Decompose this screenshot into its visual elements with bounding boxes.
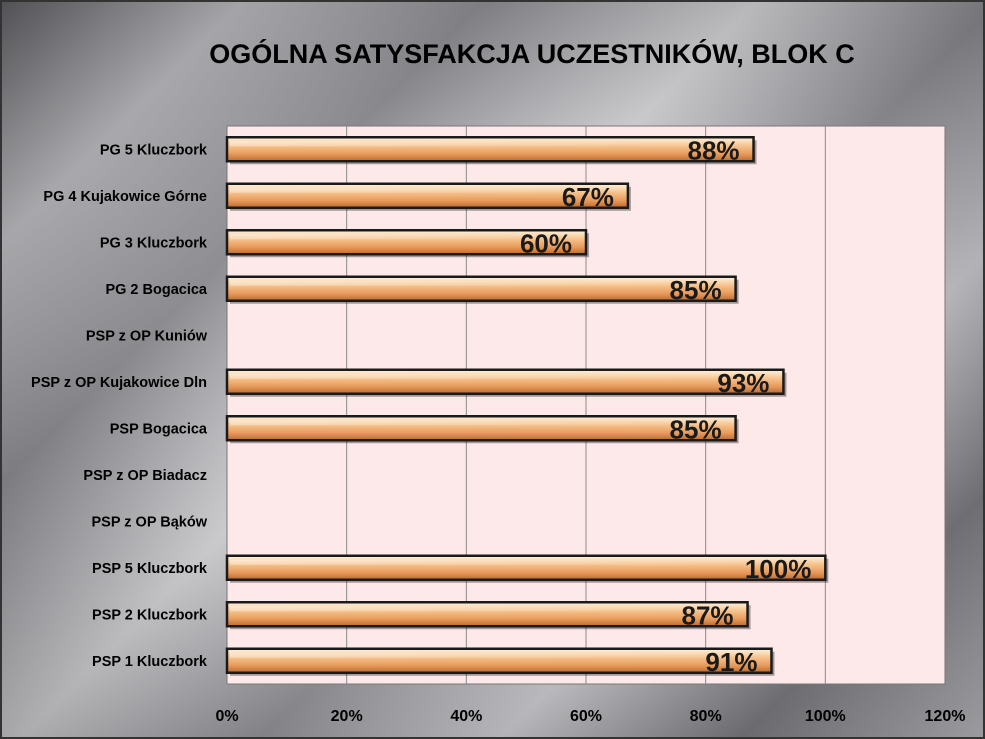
x-tick-label: 60%: [570, 708, 602, 725]
data-labels: 88% 67% 60% 85% 93% 85% 100% 87% 91%: [520, 135, 811, 677]
bars: [225, 136, 829, 676]
data-label: 60%: [520, 228, 572, 258]
category-label: PSP 1 Kluczbork: [92, 654, 208, 670]
category-label: PSP z OP Bąków: [91, 514, 207, 530]
data-label: 87%: [682, 600, 734, 630]
x-tick-label: 80%: [690, 708, 722, 725]
data-label: 85%: [670, 275, 722, 305]
bar-highlight: [230, 234, 583, 240]
bar: [225, 601, 749, 628]
data-label: 100%: [745, 554, 812, 584]
x-tick-label: 120%: [925, 708, 966, 725]
bar: [225, 415, 737, 442]
category-label: PG 5 Kluczbork: [100, 142, 208, 158]
data-label: 85%: [670, 414, 722, 444]
category-label: PSP Bogacica: [110, 421, 208, 437]
x-tick-label: 20%: [331, 708, 363, 725]
bar-highlight: [230, 141, 751, 147]
category-label: PG 2 Bogacica: [105, 282, 207, 298]
category-label: PSP z OP Biadacz: [83, 468, 207, 484]
bar-highlight: [230, 280, 733, 286]
x-tick-label: 100%: [805, 708, 846, 725]
data-label: 91%: [705, 647, 757, 677]
bar: [225, 275, 737, 302]
category-label: PSP z OP Kujakowice Dln: [31, 375, 207, 391]
bar: [225, 368, 785, 395]
bar-highlight: [230, 420, 733, 426]
data-label: 67%: [562, 182, 614, 212]
x-tick-label: 40%: [450, 708, 482, 725]
chart-title: OGÓLNA SATYSFAKCJA UCZESTNIKÓW, BLOK C: [209, 38, 855, 69]
grid-lines: [346, 126, 826, 684]
category-label: PG 3 Kluczbork: [100, 235, 208, 251]
bar-highlight: [230, 373, 781, 379]
category-labels: PG 5 Kluczbork PG 4 Kujakowice Górne PG 3 …: [31, 142, 208, 670]
x-tick-label: 0%: [215, 708, 238, 725]
data-label: 93%: [717, 368, 769, 398]
bar-highlight: [230, 187, 625, 193]
bar-highlight: [230, 652, 769, 658]
bar: [225, 136, 755, 163]
bar: [225, 554, 827, 581]
bar-highlight: [230, 606, 745, 612]
category-label: PSP z OP Kuniów: [86, 328, 208, 344]
bar: [225, 647, 773, 674]
bar-highlight: [230, 559, 823, 565]
category-label: PSP 2 Kluczbork: [92, 607, 208, 623]
category-label: PG 4 Kujakowice Górne: [43, 189, 207, 205]
data-label: 88%: [687, 135, 739, 165]
x-axis-tick-labels: 0% 20% 40% 60% 80% 100% 120%: [215, 708, 965, 725]
category-label: PSP 5 Kluczbork: [92, 561, 208, 577]
